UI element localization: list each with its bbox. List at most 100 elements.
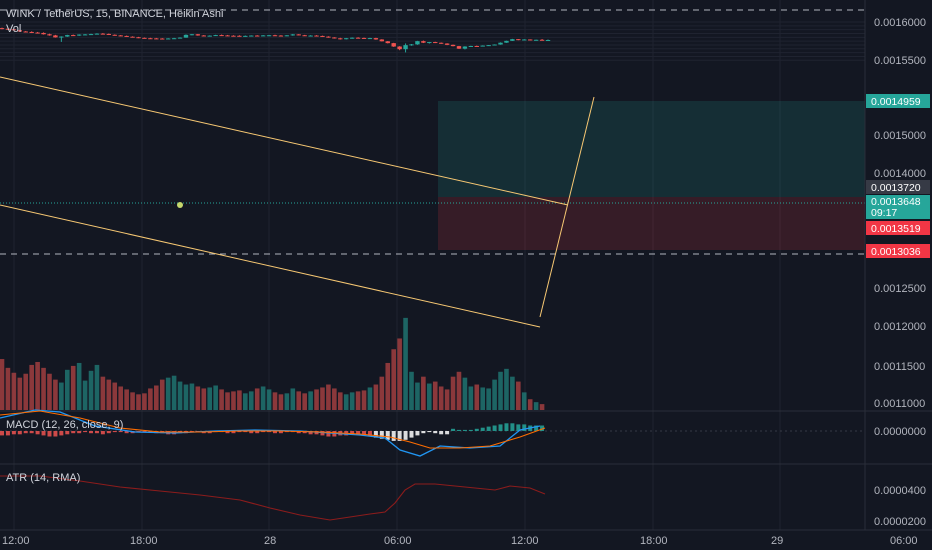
volume-bar [533,402,539,410]
candle-body [231,35,236,37]
atr-line [0,475,546,521]
volume-bar [474,384,480,410]
macd-hist-bar [142,431,147,433]
atr-label[interactable]: ATR (14, RMA) [6,472,80,484]
channel-upper-line[interactable] [0,76,569,206]
price-axis[interactable]: 0.0016000 0.0015500 0.0015000 0.0014000 … [866,17,930,410]
macd-hist-bar [385,431,390,440]
macd-hist-bar [59,431,64,436]
macd-hist-bar [486,426,491,431]
time-tick: 06:00 [384,535,412,547]
volume-bar [118,386,123,410]
macd-hist-bar [504,423,509,431]
macd-hist-bar [77,431,82,434]
volume-bar [225,392,230,410]
macd-hist-bar [474,428,479,431]
stop-price-tag [866,244,930,258]
volume-bar [41,367,46,410]
volume-bar [64,369,70,410]
macd-hist-bar [83,431,88,433]
volume-bar [504,368,509,410]
candle-body [385,41,390,44]
candle-body [165,38,171,40]
volume-bar [332,388,337,410]
time-tick: 06:00 [890,535,918,547]
atr-axis-tick[interactable]: 0.0000200 [874,516,926,528]
volume-bar [349,392,355,410]
candle-body [498,42,503,45]
candle-body [183,34,189,38]
volume-bar [219,389,224,410]
macd-hist-bar [106,431,111,434]
candle-body [71,35,76,37]
level-price-tag-text: 0.0013720 [871,182,921,194]
volume-bar [308,391,313,410]
time-axis[interactable]: 12:00 18:00 28 06:00 12:00 18:00 29 06:0… [2,535,918,547]
volume-bar [266,389,272,410]
channel-lower-line[interactable] [0,204,541,328]
volume-bar [100,376,106,410]
macd-hist-bar [118,431,123,433]
candle-body [379,39,385,42]
macd-hist-bar [94,431,99,434]
volume-bar [432,381,438,410]
volume-bar [284,393,290,410]
candle-body [278,35,284,37]
macd-hist-bar [451,428,456,431]
long-position-target-zone[interactable] [438,101,865,197]
macd-hist-bar [124,431,129,434]
candle-body [338,38,343,40]
candle-body [41,32,46,35]
candle-body [355,37,361,39]
candle-body [332,37,337,39]
entry-price-tag [866,221,930,235]
volume-bar [498,371,503,410]
macd-hist-bar [71,431,76,434]
volume-bar [201,388,207,410]
candle-body [427,42,432,44]
candle-body [344,38,349,40]
candle-body [219,35,224,37]
atr-axis-tick[interactable]: 0.0000400 [874,485,926,497]
projection-line[interactable] [539,96,595,318]
candle-body [480,45,485,47]
level-price-tag [866,180,930,194]
grid-lines [0,0,865,530]
candle-body [47,34,52,36]
candle-body [243,35,248,37]
volume-bar [183,384,189,410]
volume-bar [243,393,248,410]
symbol-title[interactable]: WINK / TetherUS, 15, BINANCE, Heikin Ash… [6,8,223,20]
anchor-point[interactable] [177,202,183,208]
long-position-stop-zone[interactable] [438,197,865,250]
macd-hist-bar [112,431,117,433]
candle-body [195,34,201,36]
volume-bar [456,371,462,410]
macd-label[interactable]: MACD (12, 26, close, 9) [6,419,123,431]
candle-body [154,38,159,40]
candle-body [100,33,106,35]
macd-hist-bar [540,425,545,431]
last-price-tag [866,195,930,219]
candle-body [65,35,70,37]
candle-body [254,35,260,37]
candle-body [0,28,5,30]
macd-hist-bar [516,424,521,431]
volume-label[interactable]: Vol [6,23,21,35]
candle-body [130,36,135,38]
time-tick: 12:00 [511,535,539,547]
volume-bar [59,382,64,410]
macd-hist-bar [255,431,260,434]
candle-body [124,35,129,37]
macd-axis-tick[interactable]: 0.0000000 [874,426,926,438]
candle-body [510,39,515,41]
macd-hist-bar [249,431,254,434]
macd-hist-bar [320,431,325,436]
macd-hist-bar [100,431,105,435]
candle-body [373,38,379,40]
candle-body [349,37,355,39]
volume-bar [159,379,165,410]
volume-bar [450,376,456,410]
volume-bar [314,389,319,410]
